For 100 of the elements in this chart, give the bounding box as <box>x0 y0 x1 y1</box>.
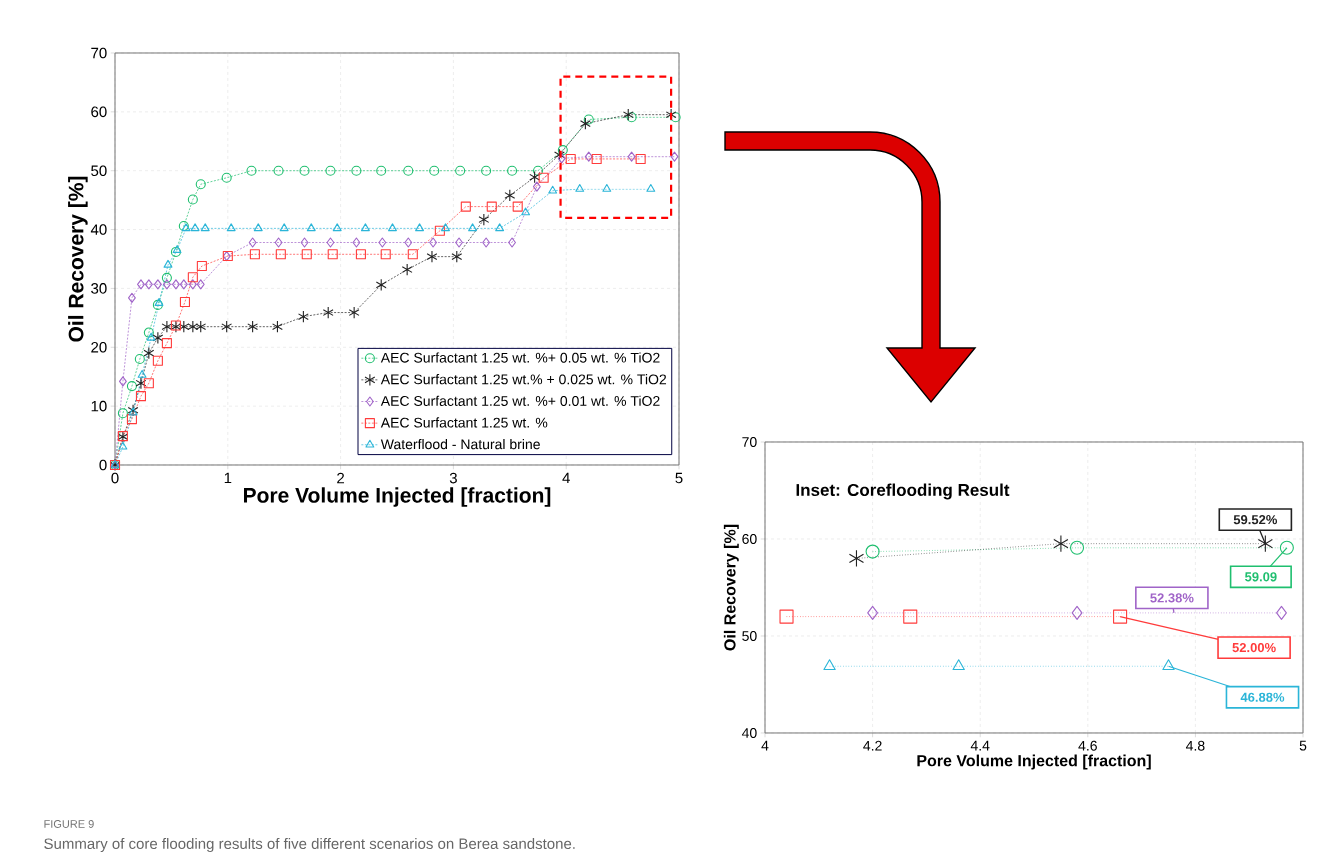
point <box>378 237 387 248</box>
point <box>161 272 172 283</box>
point <box>300 237 309 248</box>
point <box>779 609 794 624</box>
legend-label: AEC Surfactant 1.25 wt. %+ 0.05 wt. % TiO2 <box>380 352 660 363</box>
point <box>504 189 516 202</box>
point <box>188 279 197 290</box>
point <box>135 391 146 402</box>
annotation: Inset: Coreflooding Result <box>796 483 1010 500</box>
point <box>161 338 172 349</box>
point <box>403 165 414 176</box>
point <box>1071 605 1083 620</box>
point <box>274 237 283 248</box>
point <box>486 201 497 212</box>
point <box>554 148 565 161</box>
point <box>823 659 836 671</box>
point <box>557 153 566 164</box>
point <box>200 223 210 232</box>
point <box>306 223 316 232</box>
point <box>952 659 965 671</box>
y-tick-label: 50 <box>742 631 757 641</box>
point <box>591 153 602 164</box>
annotation: 59.52% <box>1233 515 1278 525</box>
point <box>178 320 190 333</box>
y-axis-title: Oil Recovery [%] <box>723 524 739 651</box>
legend-label: AEC Surfactant 1.25 wt. %+ 0.01 wt. % TiO2 <box>380 395 660 406</box>
point <box>455 165 466 176</box>
y-tick-label: 70 <box>742 437 757 447</box>
point <box>128 292 136 303</box>
y-tick-label: 0 <box>99 459 107 471</box>
point <box>508 237 516 248</box>
point <box>532 181 541 192</box>
point <box>117 408 128 419</box>
point <box>196 261 207 272</box>
point <box>481 165 492 176</box>
text: Summary of core flooding results of five different scenarios on Berea sandstone. <box>44 837 575 852</box>
point <box>137 369 147 378</box>
annotation: 52.38% <box>1150 593 1194 603</box>
point <box>388 223 397 232</box>
point <box>143 378 154 389</box>
point <box>301 249 312 260</box>
point <box>1113 609 1128 624</box>
point <box>355 249 366 260</box>
point <box>538 172 549 183</box>
point <box>118 441 128 450</box>
point <box>187 272 198 283</box>
point <box>118 376 127 387</box>
point <box>1070 540 1085 555</box>
point <box>380 249 391 260</box>
point <box>322 306 334 319</box>
point <box>134 354 145 365</box>
y-tick-label: 30 <box>91 283 107 294</box>
point <box>299 165 310 176</box>
point <box>521 207 531 216</box>
x-tick-label: 1 <box>224 472 232 484</box>
point <box>246 165 257 176</box>
point <box>646 184 656 192</box>
point <box>247 320 259 333</box>
point <box>429 165 440 176</box>
y-tick-label: 20 <box>91 341 107 353</box>
point <box>172 279 180 290</box>
point <box>153 279 162 290</box>
point <box>635 153 646 164</box>
point <box>325 165 336 176</box>
legend-label: Waterflood - Natural brine <box>380 438 540 450</box>
point <box>279 223 289 232</box>
y-tick-label: 40 <box>90 224 107 235</box>
point <box>627 151 636 162</box>
point <box>375 278 387 292</box>
point <box>376 165 387 176</box>
point <box>152 355 163 366</box>
y-tick-label: 60 <box>91 106 107 118</box>
point <box>360 223 370 232</box>
point <box>415 223 425 232</box>
annotation: 46.88% <box>1240 692 1285 702</box>
point <box>146 332 156 341</box>
point <box>1053 534 1069 553</box>
legend-label: AEC Surfactant 1.25 wt.% + 0.025 wt. % TiO2 <box>380 374 667 385</box>
point <box>848 549 865 568</box>
point <box>1257 534 1273 553</box>
point <box>190 223 200 232</box>
point <box>865 544 880 559</box>
point <box>326 237 335 248</box>
point <box>196 279 205 290</box>
y-axis-title: Oil Recovery [%] <box>68 176 88 342</box>
x-tick-label: 4.4 <box>970 740 990 751</box>
point <box>401 263 413 276</box>
point <box>429 237 438 248</box>
point <box>441 223 450 232</box>
x-tick-label: 4.2 <box>863 740 882 751</box>
x-tick-label: 3 <box>449 472 457 484</box>
point <box>126 381 137 392</box>
point <box>468 223 478 232</box>
point <box>670 151 679 162</box>
point <box>163 259 173 268</box>
point <box>352 237 361 248</box>
x-axis-title: Pore Volume Injected [fraction] <box>917 754 1151 770</box>
point <box>407 249 418 260</box>
point <box>327 249 338 260</box>
caption: FIGURE 9 <box>44 820 94 828</box>
